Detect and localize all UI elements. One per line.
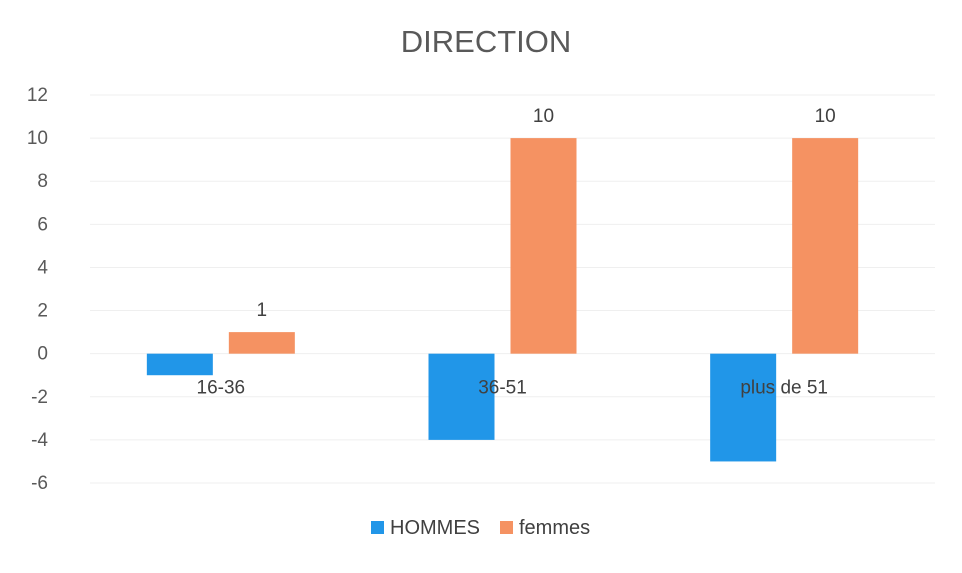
y-tick-label: -2 bbox=[31, 387, 48, 408]
legend-swatch bbox=[500, 521, 513, 534]
legend-entry: femmes bbox=[519, 517, 590, 539]
legend-entry: HOMMES bbox=[390, 517, 480, 539]
bar-femmes-1 bbox=[228, 332, 295, 354]
data-label: 10 bbox=[815, 106, 836, 127]
category-label: plus de 51 bbox=[740, 378, 828, 399]
legend: HOMMES femmes bbox=[371, 517, 590, 539]
bar-femmes-3 bbox=[792, 138, 859, 354]
data-labels: 1 10 10 bbox=[257, 106, 836, 321]
y-tick-label: -4 bbox=[31, 430, 48, 451]
y-axis-ticks: 12 10 8 6 4 2 0 -2 -4 -6 bbox=[27, 85, 49, 494]
bars bbox=[146, 138, 859, 462]
y-tick-label: 6 bbox=[37, 214, 48, 235]
category-labels: 16-36 36-51 plus de 51 bbox=[197, 378, 828, 399]
y-tick-label: 4 bbox=[37, 257, 48, 278]
bar-hommes-3 bbox=[710, 353, 777, 462]
category-label: 16-36 bbox=[197, 378, 246, 399]
legend-swatch bbox=[371, 521, 384, 534]
data-label: 1 bbox=[257, 300, 268, 321]
y-tick-label: 0 bbox=[37, 344, 48, 365]
chart-title: DIRECTION bbox=[401, 24, 572, 59]
data-label: 10 bbox=[533, 106, 554, 127]
y-tick-label: -6 bbox=[31, 473, 48, 494]
bar-hommes-2 bbox=[428, 353, 495, 440]
bar-femmes-2 bbox=[510, 138, 577, 354]
y-tick-label: 8 bbox=[37, 171, 48, 192]
y-tick-label: 2 bbox=[37, 301, 48, 322]
category-label: 36-51 bbox=[478, 378, 527, 399]
y-tick-label: 12 bbox=[27, 85, 48, 106]
y-tick-label: 10 bbox=[27, 128, 48, 149]
bar-hommes-1 bbox=[146, 353, 213, 376]
